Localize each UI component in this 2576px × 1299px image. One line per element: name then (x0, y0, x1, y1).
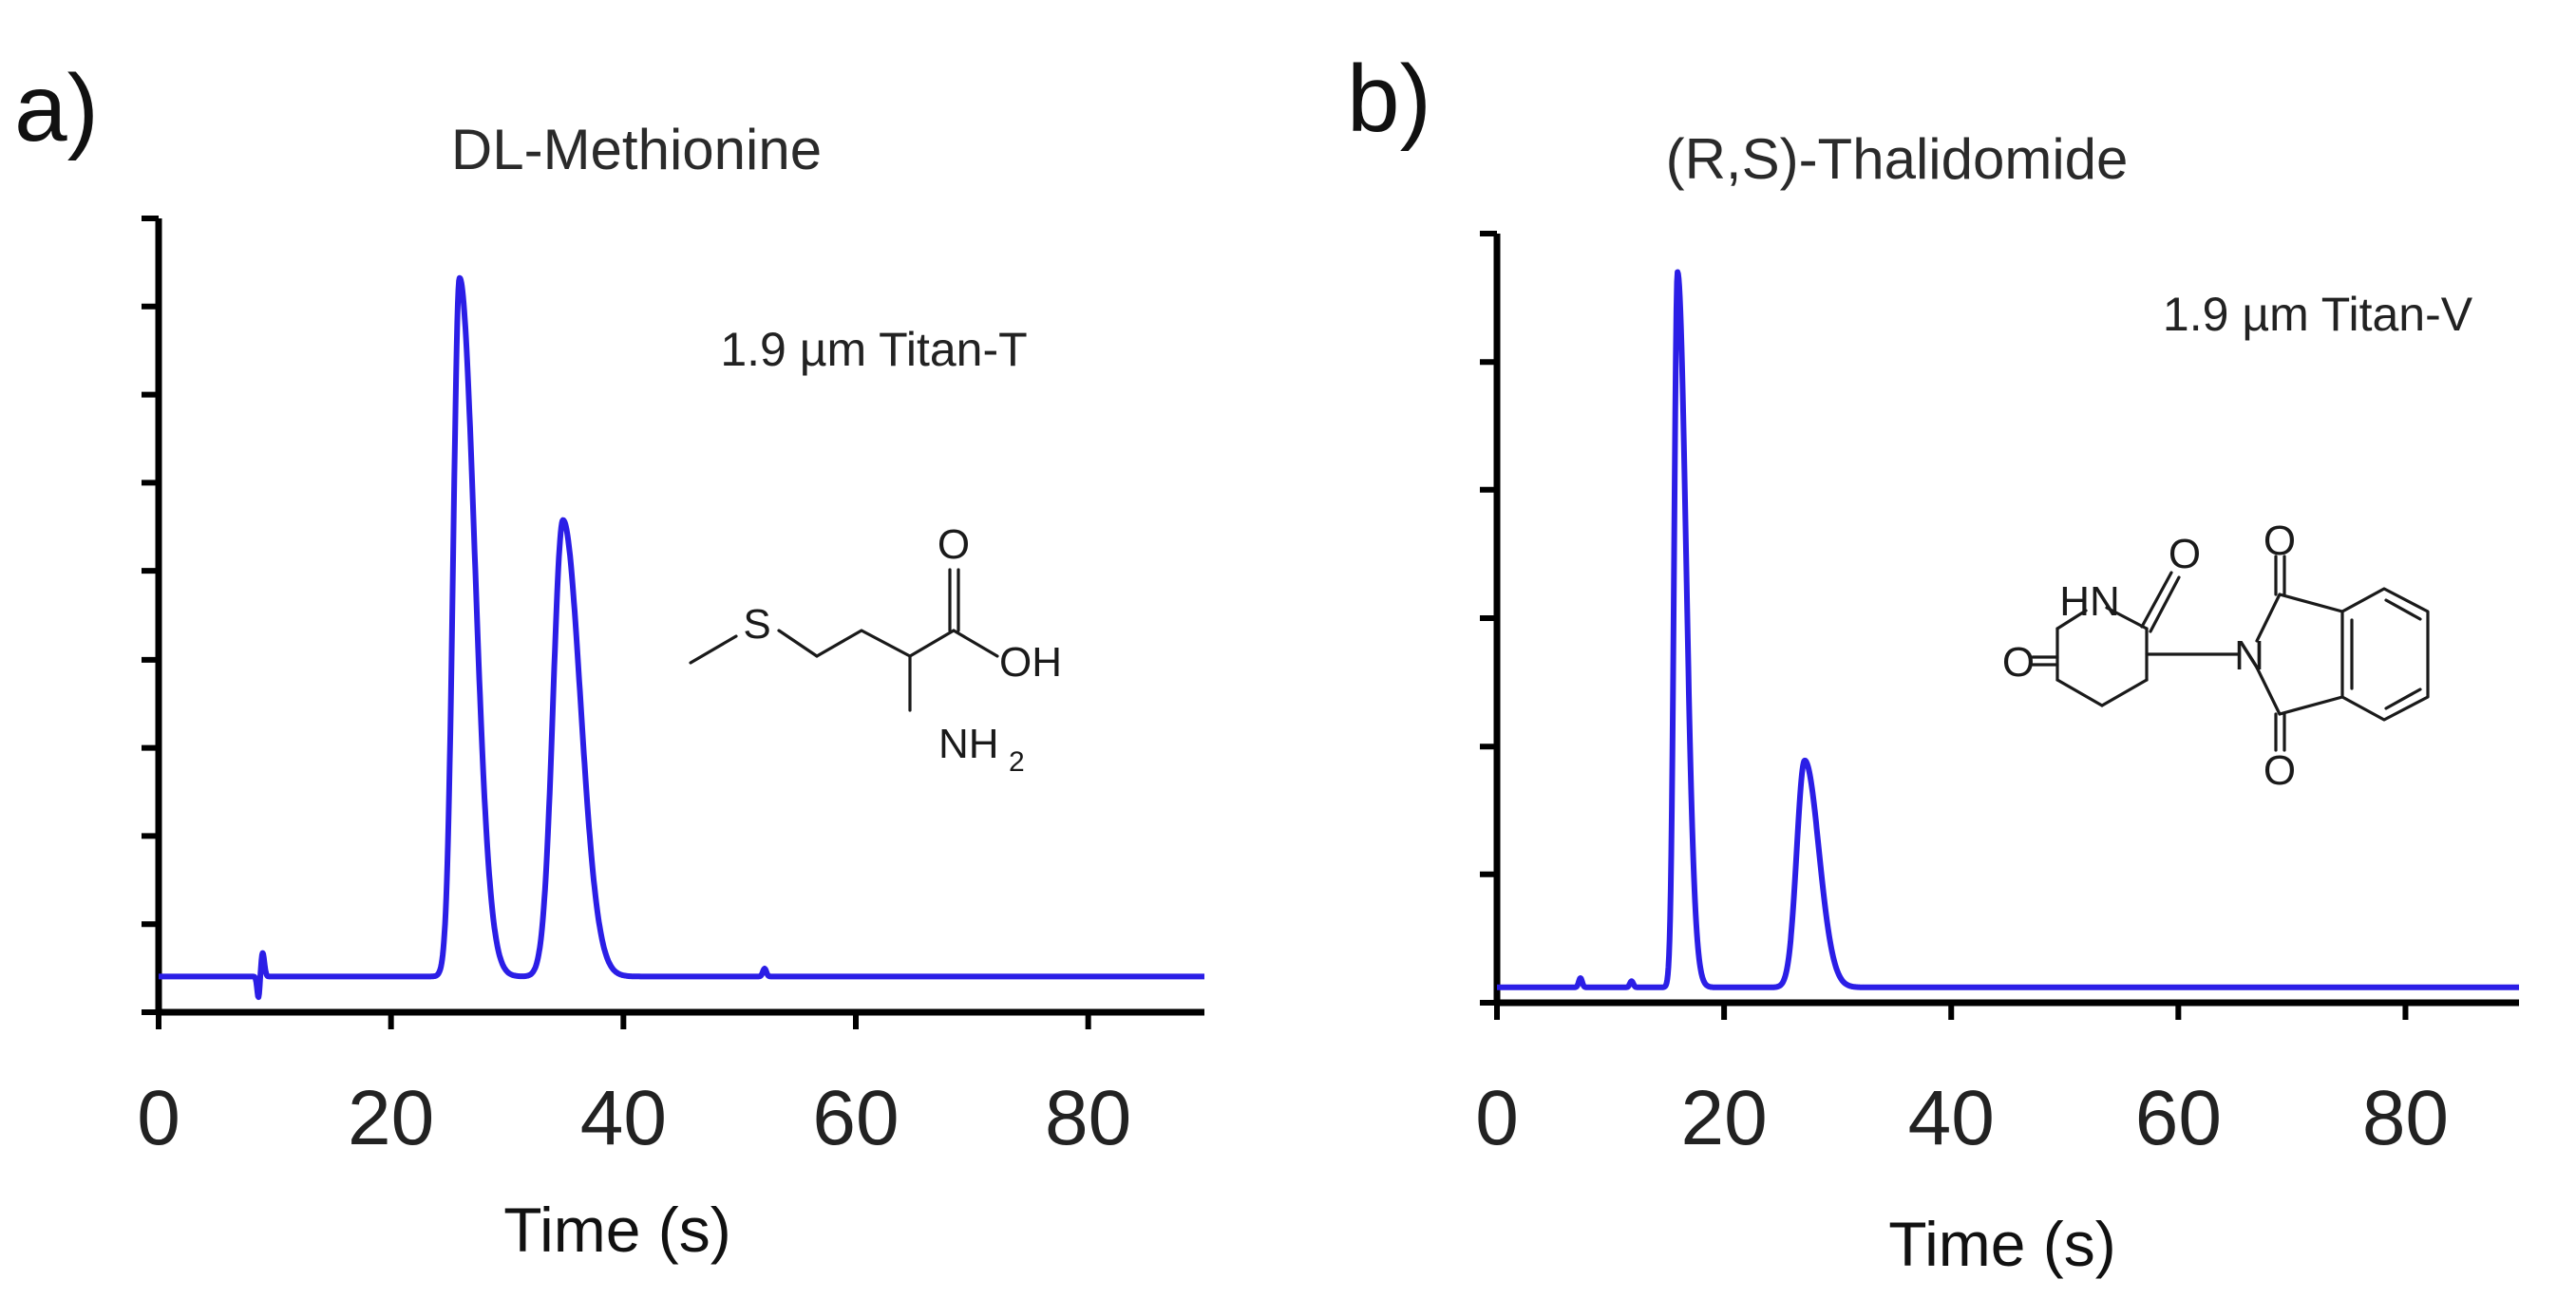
panel-a-title: DL-Methionine (451, 118, 822, 181)
panel-a-x-tick-label-0: 0 (137, 1075, 180, 1161)
panel-b: b) (R,S)-Thalidomide 1.9 µm Titan-V 0 20 4… (1347, 46, 2522, 1279)
methionine-structure: S O OH NH 2 (689, 521, 1062, 778)
methionine-atom-subscript: 2 (1009, 746, 1025, 778)
methionine-atom-o: O (938, 521, 970, 568)
thalidomide-atom-o4: O (2263, 747, 2296, 794)
panel-a-x-tick-label-4: 80 (1045, 1075, 1131, 1161)
panel-b-label: b) (1347, 46, 1431, 152)
panel-b-x-tick-label-0: 0 (1475, 1075, 1519, 1161)
thalidomide-atom-hn: HN (2059, 578, 2120, 625)
panel-a-xlabel: Time (s) (503, 1195, 731, 1265)
panel-b-column-label: 1.9 µm Titan-V (2163, 288, 2473, 341)
panel-b-x-tick-label-1: 20 (1681, 1075, 1768, 1161)
panel-b-chromatogram-trace (1494, 269, 2522, 990)
panel-a-x-tick-label-2: 40 (580, 1075, 667, 1161)
methionine-atom-nh: NH (938, 721, 999, 767)
methionine-atom-oh: OH (999, 639, 1062, 686)
panel-b-title: (R,S)-Thalidomide (1666, 127, 2129, 191)
thalidomide-atom-o2: O (2002, 639, 2035, 686)
panel-b-x-tick-label-2: 40 (1908, 1075, 1995, 1161)
panel-a-label: a) (14, 55, 99, 161)
panel-b-xlabel: Time (s) (1888, 1209, 2116, 1279)
thalidomide-atom-o3: O (2263, 518, 2296, 564)
thalidomide-structure: HN O O O O N (2002, 518, 2430, 794)
panel-b-x-tick-label-4: 80 (2362, 1075, 2449, 1161)
thalidomide-atom-n: N (2234, 632, 2264, 679)
panel-a-x-tick-label-3: 60 (812, 1075, 899, 1161)
panel-a-column-label: 1.9 µm Titan-T (720, 323, 1027, 376)
thalidomide-atom-o1: O (2169, 531, 2201, 577)
panel-a-plot: 0 20 40 60 80 (137, 216, 1207, 1161)
methionine-atom-s: S (743, 601, 770, 648)
panel-a: a) DL-Methionine 1.9 µm Titan-T 0 20 40 60 8… (14, 55, 1207, 1265)
panel-b-plot: 0 20 40 60 80 (1475, 231, 2522, 1161)
panel-a-chromatogram-trace (156, 274, 1207, 1001)
panel-a-x-tick-label-1: 20 (348, 1075, 434, 1161)
panel-b-x-tick-label-3: 60 (2135, 1075, 2222, 1161)
